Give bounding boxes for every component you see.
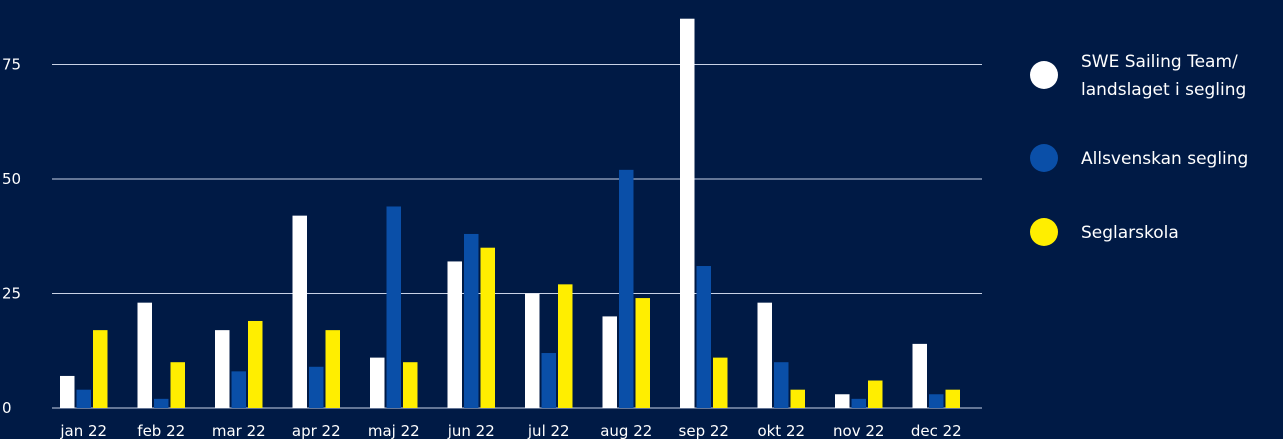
bar-2-okt-22 — [774, 362, 789, 408]
y-tick-label-25: 25 — [2, 285, 21, 303]
bar-3-jun-22 — [480, 247, 495, 408]
legend-label-3: Seglarskola — [1081, 223, 1179, 243]
bar-1-maj-22 — [370, 357, 385, 408]
bar-2-sep-22 — [696, 266, 711, 408]
bar-3-sep-22 — [713, 357, 728, 408]
x-tick-label-mar-22: mar 22 — [212, 422, 266, 439]
bar-2-dec-22 — [929, 394, 944, 408]
legend-swatch-1 — [1030, 61, 1058, 89]
bar-1-feb-22 — [137, 302, 152, 408]
bar-2-maj-22 — [386, 206, 401, 408]
bar-1-aug-22 — [602, 316, 617, 408]
y-tick-label-50: 50 — [2, 170, 21, 188]
y-axis-ticks: 0 25 50 75 — [2, 56, 21, 418]
bar-3-mar-22 — [248, 320, 263, 408]
bar-1-jan-22 — [60, 375, 75, 408]
gridlines — [52, 64, 982, 409]
x-tick-label-dec-22: dec 22 — [911, 422, 962, 439]
y-tick-label-75: 75 — [2, 56, 21, 74]
bar-1-dec-22 — [912, 343, 927, 408]
x-tick-label-sep-22: sep 22 — [679, 422, 729, 439]
legend-swatch-2 — [1030, 144, 1058, 172]
x-axis-ticks: jan 22 feb 22 mar 22 apr 22 maj 22 jun 22 jul … — [59, 422, 961, 439]
bar-3-nov-22 — [868, 380, 883, 408]
bar-2-nov-22 — [851, 398, 866, 408]
x-tick-label-nov-22: nov 22 — [833, 422, 884, 439]
bar-3-jul-22 — [558, 284, 573, 408]
bar-3-okt-22 — [790, 389, 805, 408]
bar-3-jan-22 — [93, 330, 108, 408]
bar-2-mar-22 — [231, 371, 246, 408]
bar-1-nov-22 — [835, 394, 850, 408]
x-tick-label-apr-22: apr 22 — [292, 422, 341, 439]
x-tick-label-jun-22: jun 22 — [447, 422, 495, 439]
legend-swatch-3 — [1030, 218, 1058, 246]
legend-label-1-line-2: landslaget i segling — [1081, 80, 1246, 100]
bar-2-jul-22 — [541, 353, 556, 408]
x-tick-label-jul-22: jul 22 — [527, 422, 570, 439]
bar-1-okt-22 — [757, 302, 772, 408]
bar-1-apr-22 — [292, 215, 307, 408]
legend: SWE Sailing Team/landslaget i segling All… — [1030, 52, 1248, 246]
bar-2-apr-22 — [309, 366, 324, 408]
x-tick-label-jan-22: jan 22 — [59, 422, 107, 439]
bar-1-mar-22 — [215, 330, 230, 408]
bar-3-apr-22 — [325, 330, 340, 408]
legend-label-1-line-1: SWE Sailing Team/ — [1081, 52, 1238, 72]
legend-label-2: Allsvenskan segling — [1081, 149, 1248, 169]
x-tick-label-maj-22: maj 22 — [368, 422, 420, 439]
bar-2-aug-22 — [619, 169, 634, 408]
bar-3-maj-22 — [403, 362, 418, 408]
x-tick-label-aug-22: aug 22 — [600, 422, 652, 439]
bar-2-jan-22 — [76, 389, 91, 408]
y-tick-label-0: 0 — [2, 399, 12, 417]
bar-3-aug-22 — [635, 298, 650, 408]
x-tick-label-okt-22: okt 22 — [757, 422, 805, 439]
bar-3-feb-22 — [170, 362, 185, 408]
bars — [60, 18, 960, 408]
bar-1-sep-22 — [680, 18, 695, 408]
bar-2-feb-22 — [154, 398, 169, 408]
bar-3-dec-22 — [945, 389, 960, 408]
bar-1-jul-22 — [525, 293, 540, 408]
x-tick-label-feb-22: feb 22 — [137, 422, 185, 439]
bar-1-jun-22 — [447, 261, 462, 408]
bar-2-jun-22 — [464, 233, 479, 408]
